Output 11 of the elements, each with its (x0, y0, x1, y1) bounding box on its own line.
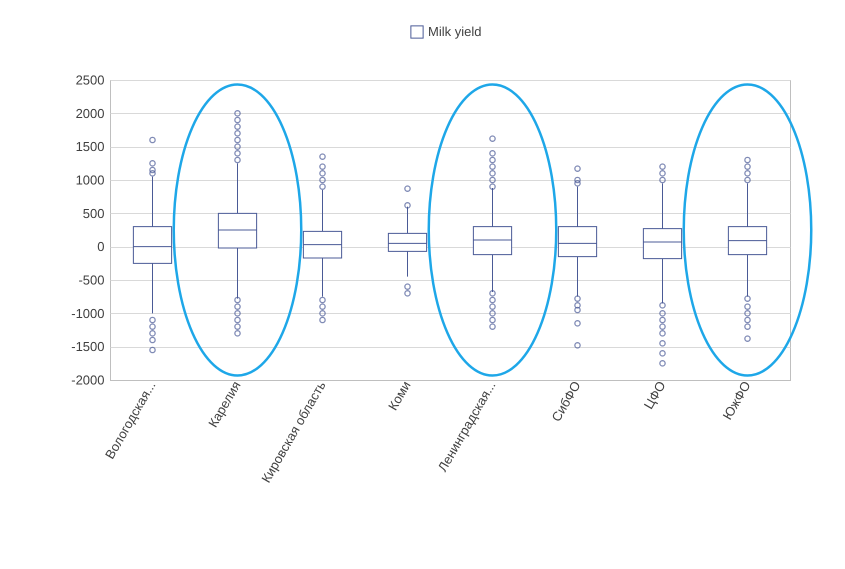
y-tick-label: -500 (78, 272, 104, 288)
y-tick-label: 1000 (76, 172, 104, 188)
y-tick-label: -1500 (71, 339, 104, 354)
y-tick-label: 2500 (76, 72, 104, 88)
y-tick-label: 2000 (76, 106, 104, 121)
y-tick-label: -1000 (71, 306, 104, 321)
y-tick-label: 1500 (76, 139, 104, 154)
y-tick-label: 500 (82, 206, 104, 221)
legend-label: Milk yield (428, 24, 482, 39)
y-tick-label: -2000 (71, 372, 104, 388)
y-tick-label: 0 (97, 239, 104, 254)
